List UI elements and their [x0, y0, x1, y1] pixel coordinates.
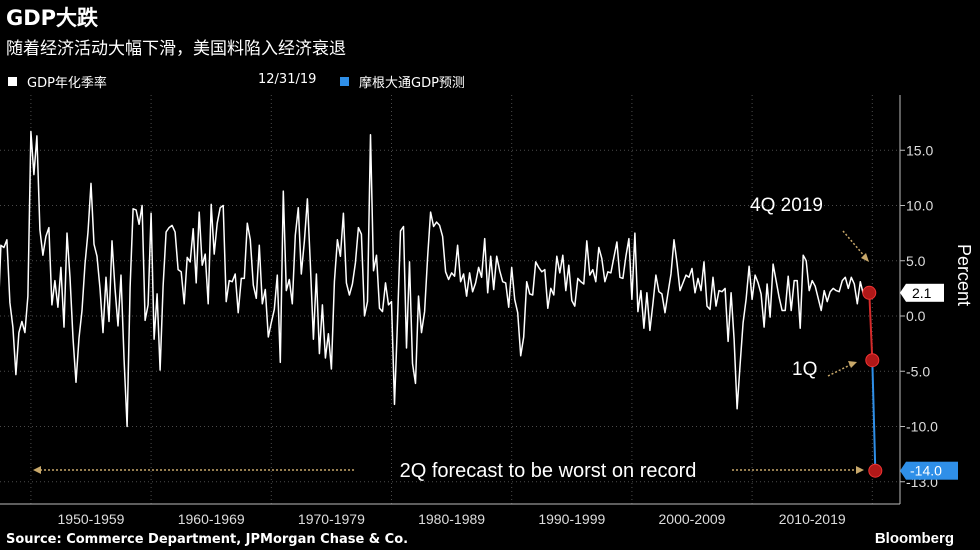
value-label-text: 2.1 — [912, 285, 932, 301]
legend-date: 12/31/19 — [258, 72, 316, 87]
legend-forecast-label: 摩根大通GDP预测 — [359, 76, 465, 91]
y-tick-label: 5.0 — [906, 253, 926, 269]
forecast-line-blue — [871, 360, 877, 471]
page-subtitle: 随着经济活动大幅下滑，美国料陷入经济衰退 — [6, 39, 346, 59]
x-tick-label: 1970-1979 — [298, 511, 365, 527]
annotation-q1-arrow — [827, 363, 853, 377]
value-label-text: -14.0 — [910, 463, 942, 479]
legend-gdp-label: GDP年化季率 — [27, 76, 107, 91]
legend-forecast-swatch — [340, 77, 349, 86]
y-tick-label: -10.0 — [906, 419, 938, 435]
legend-gdp-swatch — [8, 77, 17, 86]
forecast-line-drop — [868, 292, 874, 361]
annotation-q4: 4Q 2019 — [750, 195, 823, 216]
forecast-point — [865, 353, 880, 368]
x-tick-label: 2000-2009 — [659, 511, 726, 527]
annotation-q1: 1Q — [792, 359, 817, 380]
y-tick-label: 15.0 — [906, 142, 933, 158]
bloomberg-logo: Bloomberg — [874, 530, 954, 547]
gdp-series-line — [0, 130, 870, 428]
page-title: GDP大跌 — [6, 6, 99, 30]
value-label-pointer — [900, 283, 906, 302]
x-tick-label: 1960-1969 — [178, 511, 245, 527]
value-label-pointer — [900, 461, 906, 480]
legend-date-label: 12/31/19 — [258, 72, 317, 87]
y-axis-label: Percent — [954, 244, 974, 306]
value-label-box — [906, 283, 944, 302]
annotation-q2-arrowhead-left — [33, 466, 41, 474]
y-tick-label: 0.0 — [906, 308, 926, 324]
annotation-q2-arrowhead-right — [856, 466, 864, 474]
forecast-point — [862, 285, 877, 300]
y-tick-label: 10.0 — [906, 198, 933, 214]
forecast-point — [868, 463, 883, 478]
value-label-box — [906, 461, 958, 480]
x-tick-label: 1980-1989 — [418, 511, 485, 527]
x-tick-label: 2010-2019 — [779, 511, 846, 527]
annotation-q4-arrowhead — [861, 253, 869, 262]
legend-forecast: 摩根大通GDP预测 — [340, 72, 465, 91]
x-tick-label: 1950-1959 — [58, 511, 125, 527]
annotation-q2: 2Q forecast to be worst on record — [400, 460, 697, 482]
annotation-q1-arrowhead — [848, 361, 857, 368]
source-note: Source: Commerce Department, JPMorgan Ch… — [6, 532, 409, 547]
x-tick-label: 1990-1999 — [538, 511, 605, 527]
legend-gdp: GDP年化季率 — [8, 72, 107, 91]
annotation-q4-arrow — [842, 230, 867, 259]
y-tick-label: -5.0 — [906, 363, 930, 379]
